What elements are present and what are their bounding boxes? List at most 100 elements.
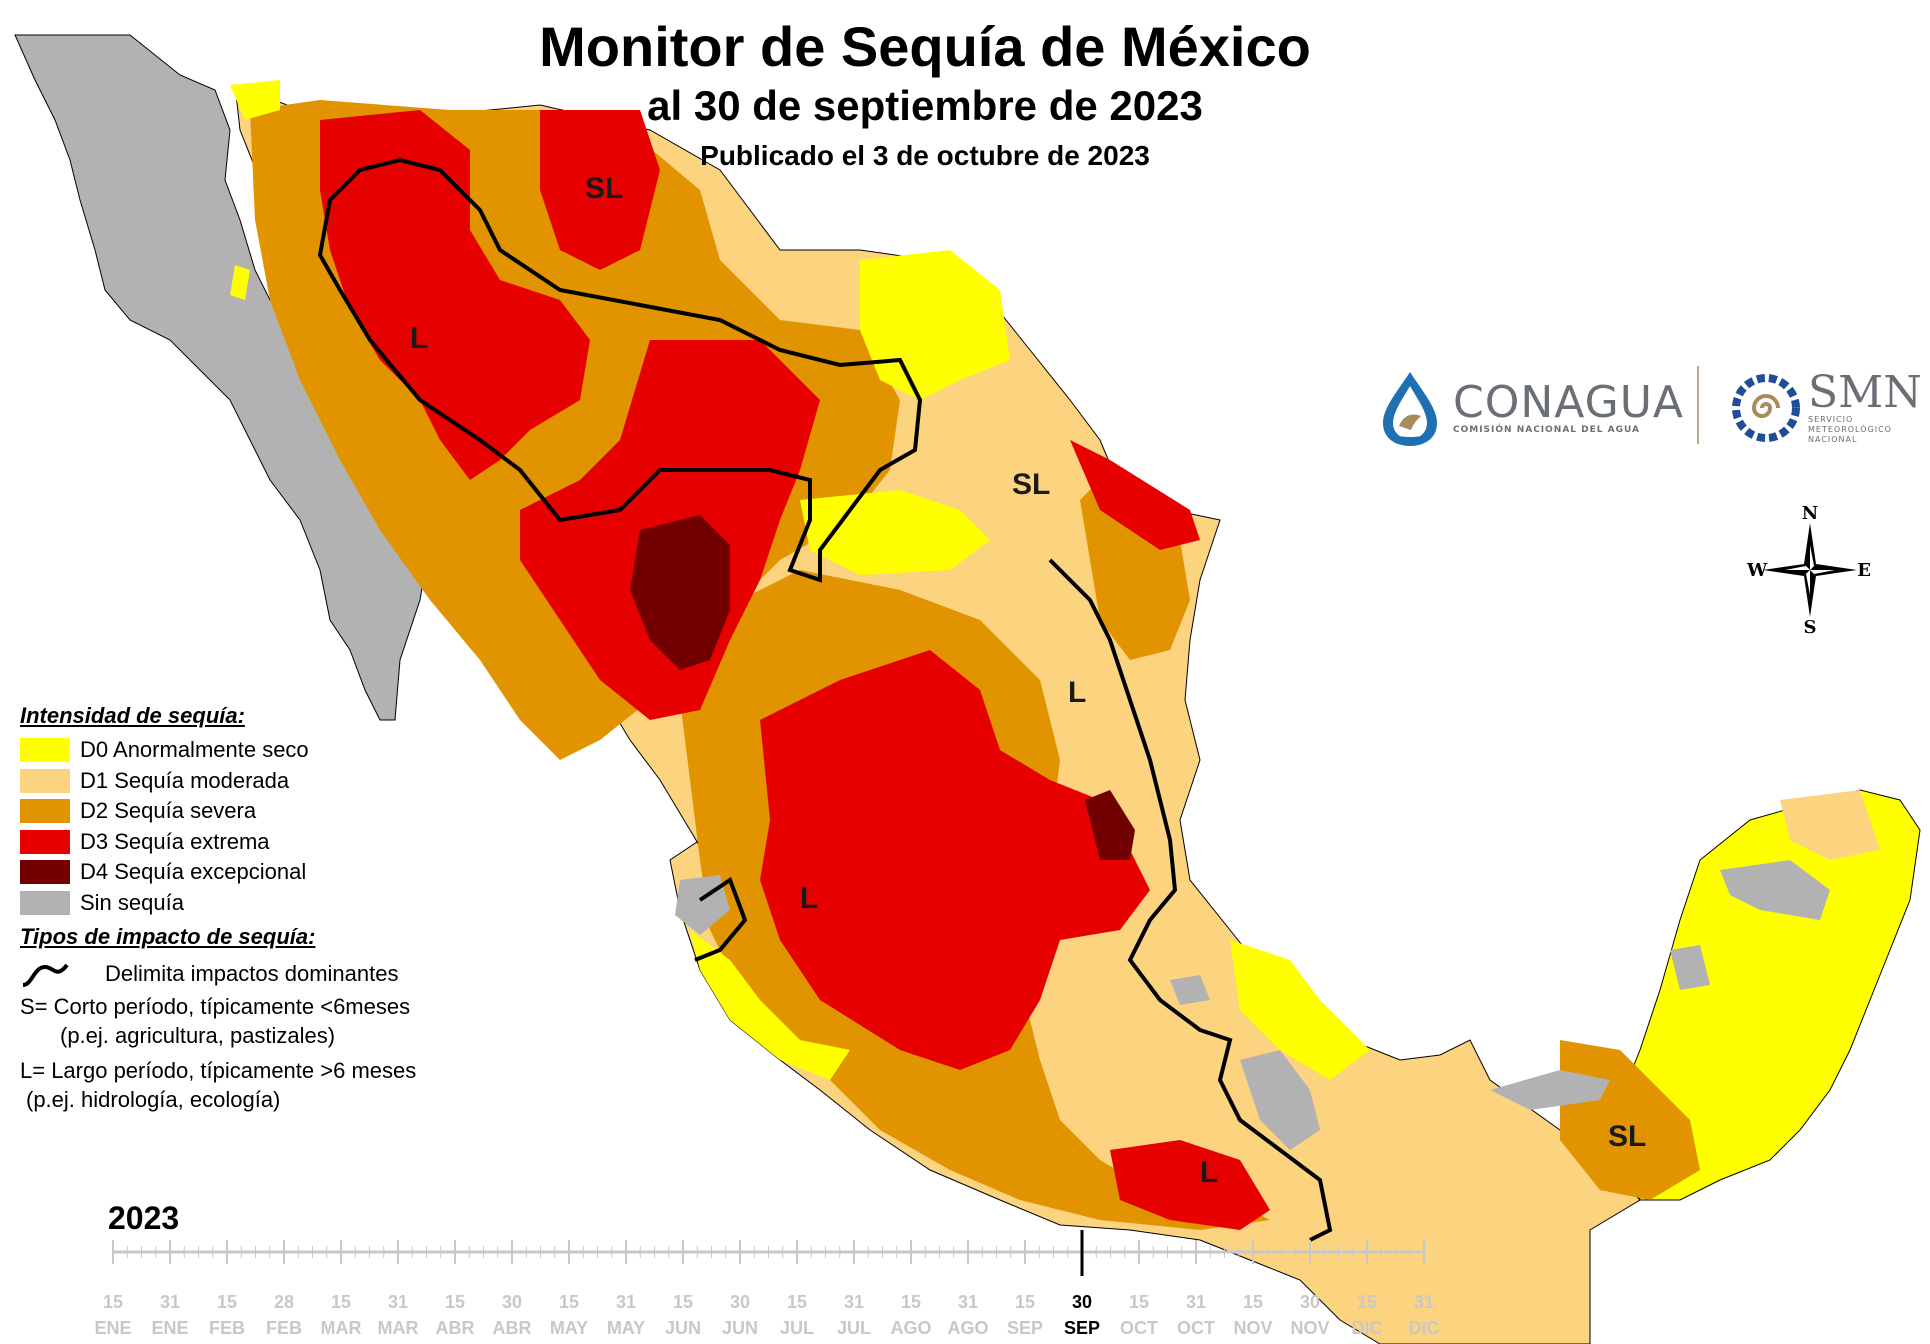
zone-d2-east [1080,470,1190,660]
logos-block: CONAGUA COMISIÓN NACIONAL DEL AGUA SMN S… [1375,358,1922,458]
logo-divider [1697,366,1699,444]
map-label-l-slp: L [1068,676,1086,709]
impact-line-west [694,876,748,962]
legend-item-none: Sin sequía [20,888,480,919]
timeline-day-label: 30 [1072,1292,1092,1312]
legend-swatch-d2 [20,799,70,824]
legend-label-d4: D4 Sequía excepcional [80,859,307,885]
conagua-name: CONAGUA [1453,377,1684,428]
timeline-year: 2023 [108,1200,180,1236]
legend-item-d2: D2 Sequía severa [20,796,480,827]
smn-logo: SMN SERVICIO METEOROLÓGICO NACIONAL [1730,358,1930,458]
map-label-sl-chihuahua: SL [585,172,623,205]
zone-d3-chihuahua [540,110,660,270]
timeline-day-label: 15 [103,1292,123,1312]
timeline-day-label: 15 [1129,1292,1149,1312]
legend-impact-heading: Tipos de impacto de sequía: [20,924,316,949]
legend-swatch-none [20,890,70,915]
zone-d0-coast [690,930,850,1080]
legend-label-d3: D3 Sequía extrema [80,828,270,854]
map-label-l-sonora: L [410,322,428,355]
timeline-day-label: 15 [673,1292,693,1312]
conagua-drop-icon [1383,372,1437,446]
legend-intensity-heading: Intensidad de sequía: [20,703,245,728]
timeline-day-label: 28 [274,1292,294,1312]
yucatan [1619,789,1921,1201]
zone-d3-sonora [320,110,590,480]
timeline-day-label: 15 [559,1292,579,1312]
zone-d3-south [1110,1140,1270,1230]
zone-d3-tamaulipas [1070,440,1200,550]
timeline-day-label: 31 [388,1292,408,1312]
smn-spiral-icon [1732,374,1800,442]
legend-swatch-d0 [20,738,70,763]
timeline-month-label: DIC [1352,1318,1383,1338]
timeline-month-label: FEB [266,1318,302,1338]
legend-label-d2: D2 Sequía severa [80,798,257,824]
timeline-month-label: NOV [1290,1318,1329,1338]
legend-swatch-d1 [20,768,70,793]
smn-name: SMN [1808,367,1922,418]
timeline-month-label: MAR [378,1318,419,1338]
timeline-day-label: 30 [1300,1292,1320,1312]
timeline-day-label: 15 [787,1292,807,1312]
baja-california [14,34,431,721]
timeline-day-label: 15 [901,1292,921,1312]
map-title: Monitor de Sequía de México [539,15,1311,78]
timeline-month-label: JUN [665,1318,701,1338]
timeline-day-label: 31 [160,1292,180,1312]
timeline-month-label: SEP [1007,1318,1043,1338]
legend-swatch-d4 [20,860,70,885]
map-subtitle: al 30 de septiembre de 2023 [647,82,1203,129]
timeline-day-label: 15 [331,1292,351,1312]
yucatan-d1 [1780,790,1880,860]
timeline-day-label: 30 [730,1292,750,1312]
timeline-month-label: FEB [209,1318,245,1338]
conagua-subtitle: COMISIÓN NACIONAL DEL AGUA [1453,425,1641,435]
legend-swatch-d3 [20,829,70,854]
impact-line-south [1048,558,1333,1242]
timeline-day-label: 31 [958,1292,978,1312]
timeline-day-label: 15 [1015,1292,1035,1312]
map-label-sl-nuevo-leon: SL [1012,468,1050,501]
zone-grey-puebla [1170,975,1210,1005]
baja-drought-spot [230,265,250,300]
timeline: 15 ENE 31 ENE 15 FEB 28 FEB 15 MAR 31 MAR 15 ABR 30 ABR… [94,1230,1440,1338]
smn-subtitle-1: SERVICIO [1808,415,1854,424]
legend-impact-line-item: Delimita impactos dominantes [20,956,480,992]
compass-south: S [1804,617,1817,635]
timeline-month-label: JUN [722,1318,758,1338]
timeline-month-label: JUL [780,1318,814,1338]
zone-d3-center [760,650,1150,1070]
map-label-l-oaxaca: L [1200,1156,1218,1189]
yucatan-grey-2 [1670,945,1710,990]
compass-west: W [1746,560,1768,581]
timeline-month-label: SEP [1064,1318,1100,1338]
timeline-day-label: 30 [502,1292,522,1312]
zone-d0-nw [230,80,280,120]
timeline-month-label: OCT [1120,1318,1158,1338]
zone-grey-tabasco [1490,1070,1610,1110]
zone-d4-sinaloa [630,515,730,670]
map-label-sl-chiapas: SL [1608,1120,1646,1153]
timeline-day-label: 31 [1186,1292,1206,1312]
impact-line-north [317,157,923,583]
timeline-month-label: ABR [436,1318,475,1338]
impact-line-icon [22,963,69,987]
timeline-month-label: MAY [550,1318,588,1338]
timeline-month-label: AGO [890,1318,931,1338]
timeline-day-label: 31 [1414,1292,1434,1312]
timeline-month-label: ENE [151,1318,188,1338]
timeline-day-label: 15 [1357,1292,1377,1312]
compass-north: N [1802,505,1818,524]
yucatan-grey-1 [1720,860,1830,920]
legend-impact-l-line1: L= Largo período, típicamente >6 meses [20,1058,417,1083]
timeline-month-label: OCT [1177,1318,1215,1338]
legend-impact-s-line1: S= Corto período, típicamente <6meses [20,994,411,1019]
timeline-month-label: NOV [1233,1318,1272,1338]
timeline-day-label: 31 [616,1292,636,1312]
zone-d4-hidalgo [1085,790,1135,860]
compass-east: E [1857,560,1871,581]
timeline-month-label: JUL [837,1318,871,1338]
zone-grey-oaxaca [1240,1050,1320,1150]
